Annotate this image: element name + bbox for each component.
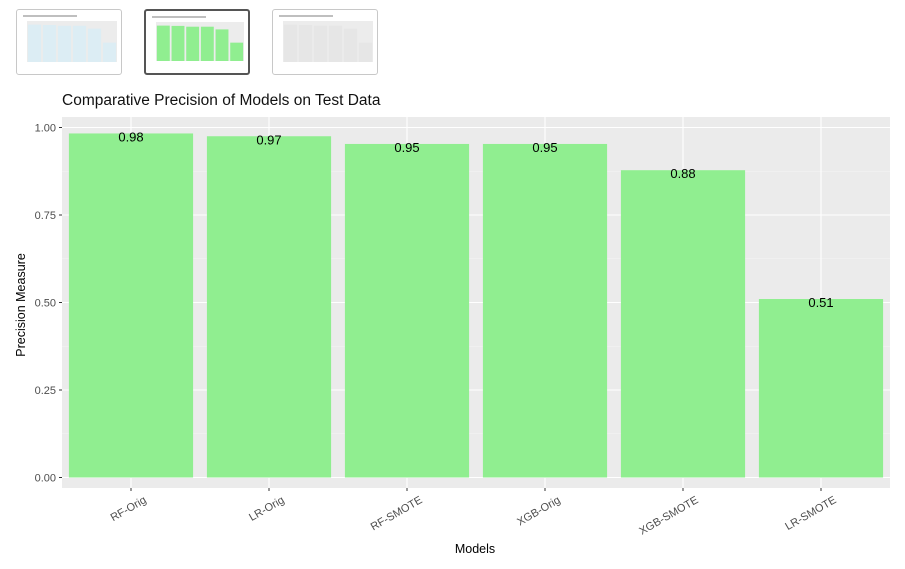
thumbnail-bar <box>42 24 57 62</box>
thumbnail-bar <box>328 25 343 62</box>
thumbnail-bar <box>298 24 313 62</box>
thumbnail-bar <box>283 24 298 62</box>
thumbnail-strip <box>0 0 905 85</box>
thumbnail-bar <box>230 42 244 61</box>
x-tick-label: XGB-SMOTE <box>637 494 700 537</box>
y-tick-label: 0.50 <box>35 298 56 310</box>
bar-value-label: 0.95 <box>394 140 419 155</box>
thumbnail-preview <box>152 16 244 61</box>
thumbnail-preview <box>279 15 373 62</box>
thumbnail-bar <box>171 25 185 61</box>
thumbnail-bar <box>87 28 102 62</box>
x-tick-label: LR-SMOTE <box>783 494 838 533</box>
x-tick-label: LR-Orig <box>247 494 286 524</box>
bar-lr-orig <box>206 136 332 478</box>
x-tick-label: RF-Orig <box>109 494 149 524</box>
plot-area: 0.98 0.97 0.95 0.95 0.88 0.51 0.00 0.25 0.50 0.75… <box>35 117 890 538</box>
thumbnail-bar <box>27 24 42 62</box>
thumbnail-2[interactable] <box>144 9 250 75</box>
thumbnail-bar <box>186 26 200 61</box>
bar-value-label: 0.95 <box>532 140 557 155</box>
y-tick-label: 0.25 <box>35 385 56 397</box>
thumbnail-bar <box>215 29 229 61</box>
bar-value-label: 0.97 <box>256 132 281 147</box>
bar-value-label: 0.51 <box>808 295 833 310</box>
bar-xgb-smote <box>620 170 746 478</box>
thumbnail-bar <box>343 28 358 62</box>
bar-xgb-orig <box>482 143 608 478</box>
thumbnail-preview <box>23 15 117 62</box>
y-tick-label: 1.00 <box>35 123 56 135</box>
thumbnail-bar <box>313 25 328 62</box>
bar-value-label: 0.98 <box>118 129 143 144</box>
thumbnail-panel <box>156 22 244 61</box>
thumbnail-panel <box>27 21 117 62</box>
thumbnail-1[interactable] <box>16 9 122 75</box>
thumbnail-bar <box>358 42 373 62</box>
y-tick-label: 0.00 <box>35 473 56 485</box>
bar-value-label: 0.88 <box>670 166 695 181</box>
y-tick-label: 0.75 <box>35 210 56 222</box>
bar-lr-smote <box>758 299 884 478</box>
thumbnail-bar <box>200 26 214 61</box>
y-axis-title: Precision Measure <box>14 253 28 357</box>
thumbnail-3[interactable] <box>272 9 378 75</box>
thumbnail-bar <box>156 25 170 61</box>
thumbnail-bar <box>102 42 117 62</box>
x-axis-title: Models <box>455 542 495 556</box>
bar-rf-orig <box>68 133 194 478</box>
x-tick-label: XGB-Orig <box>515 494 562 528</box>
chart-title: Comparative Precision of Models on Test … <box>62 92 381 109</box>
thumbnail-bar <box>72 25 87 62</box>
thumbnail-panel <box>283 21 373 62</box>
bar-rf-smote <box>344 143 470 478</box>
x-tick-label: RF-SMOTE <box>369 494 425 533</box>
thumbnail-bar <box>57 25 72 62</box>
